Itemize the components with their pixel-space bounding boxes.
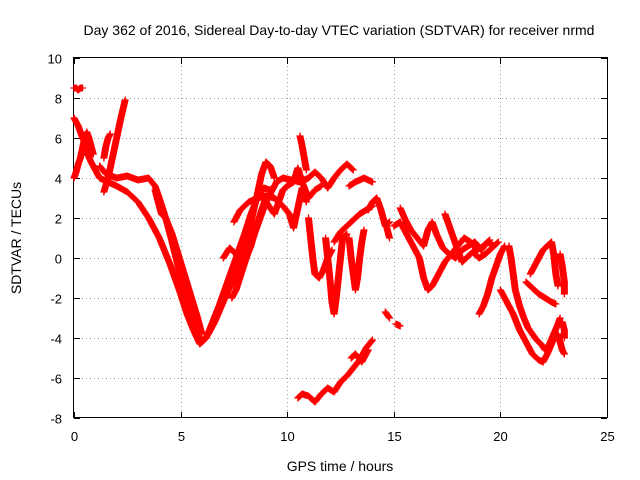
data-series-segment-2	[70, 128, 97, 182]
data-series-segment-15	[322, 230, 351, 318]
grid	[74, 58, 607, 418]
x-axis-label: GPS time / hours	[287, 458, 394, 474]
data-series-segment-21	[294, 336, 376, 406]
y-tick-label: -4	[50, 332, 62, 347]
x-tick-label: 0	[71, 429, 78, 444]
y-tick-label: -2	[50, 292, 62, 307]
x-tick-label: 25	[600, 429, 614, 444]
data-series-segment-32	[522, 278, 560, 308]
y-tick-label: -6	[50, 372, 62, 387]
y-tick-label: 2	[55, 212, 62, 227]
data-series-segment-31	[526, 238, 562, 290]
data-series-segment-3	[70, 84, 87, 94]
data-series-segment-17	[345, 226, 368, 294]
x-tick-label: 15	[387, 429, 401, 444]
data-series-segment-20	[381, 218, 394, 242]
data-series-segment-8	[151, 186, 206, 338]
data-series-segment-24	[392, 320, 404, 330]
chart-title: Day 362 of 2016, Sidereal Day-to-day VTE…	[84, 22, 595, 38]
data-series-segment-26	[390, 218, 494, 294]
data-series-segment-22	[347, 346, 372, 366]
data-series-segment-34	[554, 330, 568, 358]
data-series-segment-12	[230, 184, 310, 232]
data-series-segment-30	[496, 286, 560, 366]
plot-frame	[73, 57, 608, 418]
data-series-segment-18	[345, 174, 376, 190]
y-tick-label: 4	[55, 172, 62, 187]
data-series-segment-33	[556, 250, 568, 298]
y-tick-label: 6	[55, 132, 62, 147]
data-series-segment-27	[441, 210, 502, 266]
data-series-segment-28	[475, 242, 509, 318]
data-series-segment-5	[100, 130, 114, 162]
data-series-segment-23	[381, 308, 394, 322]
y-tick-label: -8	[50, 412, 62, 427]
x-tick-label: 5	[178, 429, 185, 444]
x-tick-label: 10	[280, 429, 294, 444]
axis-ticks: 0 5 10 15 20 25 -8 -6 -4 -2 0 2 4 6 8 10	[48, 52, 615, 445]
y-tick-label: 0	[55, 252, 62, 267]
y-tick-label: 8	[55, 92, 62, 107]
y-axis-label: SDTVAR / TECUs	[8, 182, 24, 294]
data-points	[70, 84, 568, 406]
x-tick-label: 20	[493, 429, 507, 444]
data-series-segment-13	[296, 132, 310, 174]
data-series-segment-7	[81, 144, 274, 348]
y-tick-label: 10	[48, 52, 62, 67]
data-series-segment-35	[558, 318, 568, 342]
